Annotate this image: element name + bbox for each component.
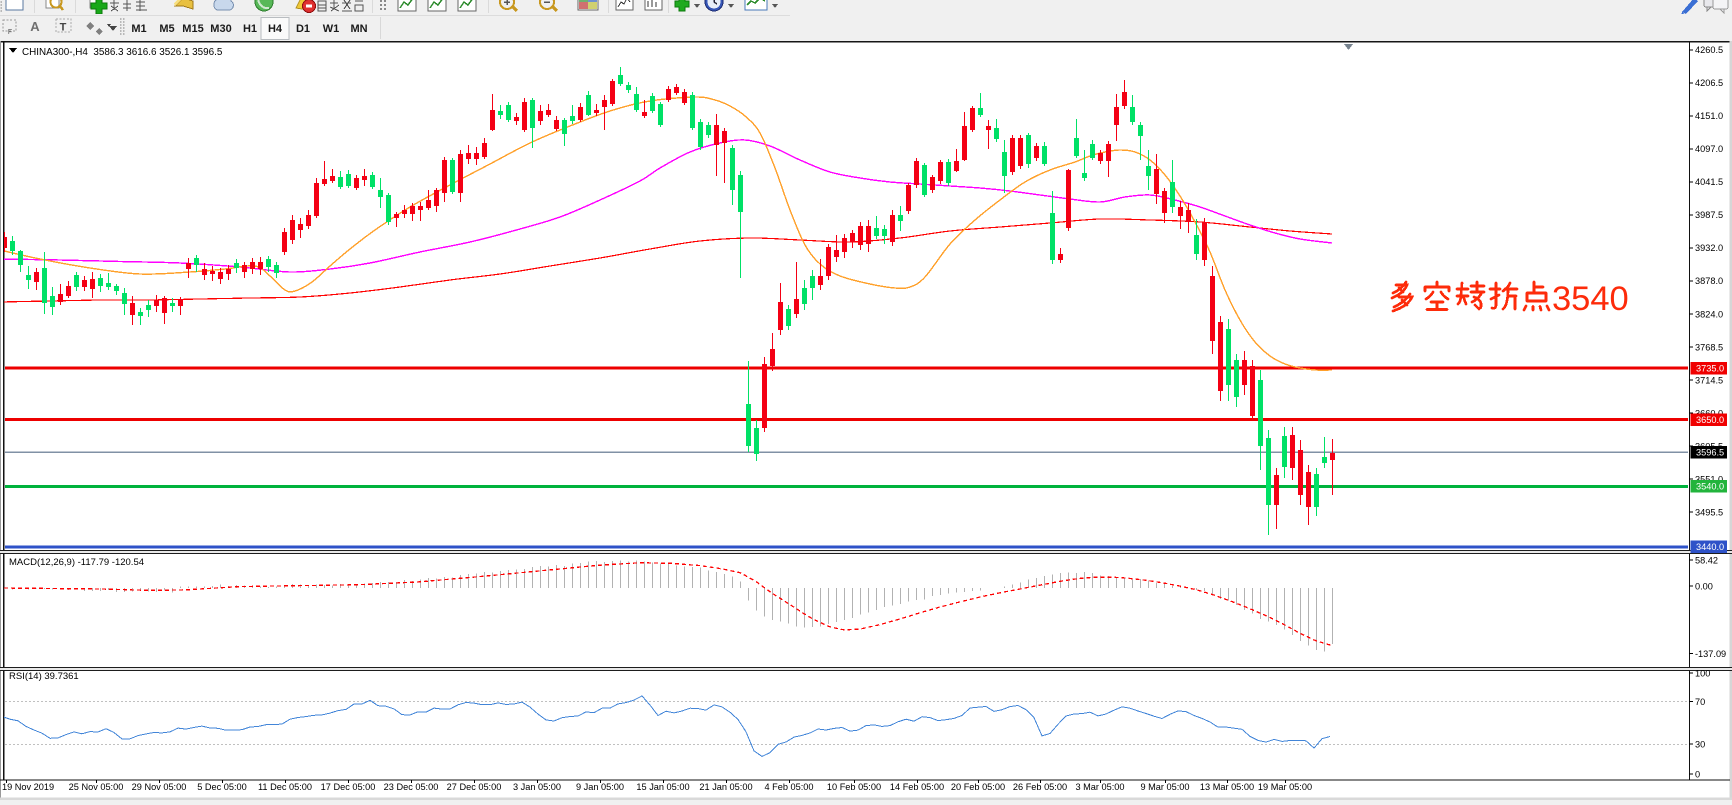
svg-text:D1: D1: [296, 23, 310, 35]
svg-text:4097.0: 4097.0: [1695, 144, 1723, 154]
svg-text:19 Mar 05:00: 19 Mar 05:00: [1258, 782, 1312, 792]
svg-text:3495.5: 3495.5: [1695, 507, 1723, 517]
svg-text:100: 100: [1695, 668, 1710, 678]
svg-text:23 Dec 05:00: 23 Dec 05:00: [384, 782, 439, 792]
svg-text:4206.5: 4206.5: [1695, 78, 1723, 88]
svg-text:3596.5: 3596.5: [1696, 447, 1724, 457]
svg-text:A: A: [30, 19, 40, 34]
svg-text:20 Feb 05:00: 20 Feb 05:00: [951, 782, 1005, 792]
svg-text:W1: W1: [323, 23, 340, 35]
svg-text:5 Dec 05:00: 5 Dec 05:00: [197, 782, 247, 792]
svg-text:9 Mar 05:00: 9 Mar 05:00: [1140, 782, 1189, 792]
svg-text:0: 0: [1695, 769, 1700, 779]
svg-text:4041.5: 4041.5: [1695, 177, 1723, 187]
svg-text:3540.0: 3540.0: [1696, 482, 1724, 492]
svg-text:4151.0: 4151.0: [1695, 111, 1723, 121]
svg-text:13 Mar 05:00: 13 Mar 05:00: [1200, 782, 1254, 792]
svg-text:-137.09: -137.09: [1695, 649, 1726, 659]
svg-text:F: F: [8, 29, 12, 36]
svg-text:RSI(14) 39.7361: RSI(14) 39.7361: [9, 671, 79, 682]
svg-text:CHINA300-,H4 3586.3 3616.6 35: CHINA300-,H4 3586.3 3616.6 3526.1 3596.5: [22, 47, 223, 58]
svg-text:3932.0: 3932.0: [1695, 243, 1723, 253]
svg-text:11 Dec 05:00: 11 Dec 05:00: [258, 782, 312, 792]
svg-text:15 Jan 05:00: 15 Jan 05:00: [636, 782, 689, 792]
svg-text:17 Dec 05:00: 17 Dec 05:00: [321, 782, 376, 792]
svg-text:M15: M15: [182, 23, 203, 35]
svg-text:3 Mar 05:00: 3 Mar 05:00: [1075, 782, 1124, 792]
svg-text:MACD(12,26,9) -117.79 -120.54: MACD(12,26,9) -117.79 -120.54: [9, 557, 144, 568]
svg-text:T: T: [60, 22, 67, 34]
svg-text:3540: 3540: [1552, 280, 1629, 318]
svg-text:58.42: 58.42: [1695, 555, 1718, 565]
svg-text:30: 30: [1695, 739, 1705, 749]
svg-text:70: 70: [1695, 697, 1705, 707]
svg-text:10 Feb 05:00: 10 Feb 05:00: [827, 782, 881, 792]
svg-text:3735.0: 3735.0: [1696, 364, 1724, 374]
svg-text:21 Jan 05:00: 21 Jan 05:00: [699, 782, 752, 792]
svg-text:3987.5: 3987.5: [1695, 210, 1723, 220]
svg-text:0.00: 0.00: [1695, 581, 1713, 591]
svg-text:29 Nov 05:00: 29 Nov 05:00: [132, 782, 187, 792]
svg-text:MN: MN: [350, 23, 367, 35]
svg-text:M30: M30: [210, 23, 231, 35]
svg-text:M5: M5: [159, 23, 174, 35]
svg-text:H1: H1: [243, 23, 257, 35]
svg-text:M1: M1: [131, 23, 146, 35]
svg-text:9 Jan 05:00: 9 Jan 05:00: [576, 782, 624, 792]
svg-text:26 Feb 05:00: 26 Feb 05:00: [1013, 782, 1067, 792]
svg-text:4 Feb 05:00: 4 Feb 05:00: [764, 782, 813, 792]
svg-text:14 Feb 05:00: 14 Feb 05:00: [890, 782, 944, 792]
svg-text:3878.0: 3878.0: [1695, 276, 1723, 286]
svg-text:19 Nov 2019: 19 Nov 2019: [2, 782, 54, 792]
svg-text:3650.0: 3650.0: [1696, 415, 1724, 425]
svg-text:3 Jan 05:00: 3 Jan 05:00: [513, 782, 561, 792]
svg-text:3824.0: 3824.0: [1695, 309, 1723, 319]
svg-text:3768.5: 3768.5: [1695, 342, 1723, 352]
svg-text:3440.0: 3440.0: [1696, 542, 1724, 552]
svg-text:H4: H4: [268, 23, 283, 35]
svg-text:27 Dec 05:00: 27 Dec 05:00: [447, 782, 502, 792]
svg-text:3714.5: 3714.5: [1695, 375, 1723, 385]
svg-text:4260.5: 4260.5: [1695, 45, 1723, 55]
svg-text:25 Nov 05:00: 25 Nov 05:00: [69, 782, 124, 792]
